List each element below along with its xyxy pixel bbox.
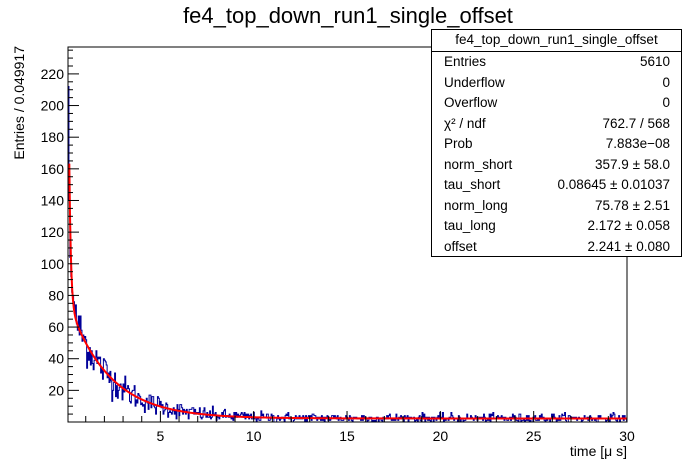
x-tick-label: 20 — [433, 428, 449, 444]
stats-row-chi2: χ² / ndf 762.7 / 568 — [432, 114, 681, 135]
y-tick-label: 140 — [41, 192, 65, 208]
y-axis-label: Entries / 0.049917 — [11, 46, 27, 160]
stats-row-tau-long: tau_long 2.172 ± 0.058 — [432, 216, 681, 237]
stats-row-tau-short: tau_short 0.08645 ± 0.01037 — [432, 175, 681, 196]
stats-key: norm_long — [444, 197, 508, 213]
y-tick-label: 60 — [48, 319, 64, 335]
stats-value: 5610 — [639, 54, 670, 69]
y-tick-label: 200 — [41, 98, 65, 114]
stats-value: 0 — [662, 95, 670, 110]
stats-key: Prob — [444, 136, 473, 151]
stats-key: tau_short — [444, 177, 501, 192]
stats-value: 7.883e−08 — [605, 136, 670, 151]
stats-row-overflow: Overflow 0 — [432, 93, 681, 114]
y-tick-label: 180 — [41, 129, 65, 145]
x-tick-label: 30 — [619, 428, 635, 444]
stats-value: 357.9 ± 58.0 — [595, 156, 670, 172]
x-tick-label: 5 — [156, 428, 164, 444]
x-axis-label: time [μ s] — [570, 443, 627, 459]
stats-row-underflow: Underflow 0 — [432, 73, 681, 94]
stats-key: Overflow — [444, 95, 498, 110]
stats-row-entries: Entries 5610 — [432, 52, 681, 73]
stats-key: Underflow — [444, 74, 505, 90]
stats-key: offset — [444, 238, 477, 254]
x-tick-label: 25 — [526, 428, 542, 444]
stats-value: 762.7 / 568 — [602, 115, 670, 131]
stats-key: χ² / ndf — [444, 115, 486, 131]
x-tick-label: 15 — [339, 428, 355, 444]
stats-box-title: fe4_top_down_run1_single_offset — [432, 30, 681, 52]
stats-value: 2.172 ± 0.058 — [587, 218, 670, 233]
y-tick-label: 80 — [48, 287, 64, 303]
chart-title: fe4_top_down_run1_single_offset — [183, 3, 513, 28]
stats-box: fe4_top_down_run1_single_offset Entries … — [431, 29, 682, 257]
y-tick-label: 20 — [48, 382, 64, 398]
stats-row-norm-short: norm_short 357.9 ± 58.0 — [432, 155, 681, 176]
stats-value: 0 — [662, 74, 670, 90]
stats-value: 75.78 ± 2.51 — [595, 197, 670, 213]
y-tick-label: 160 — [41, 161, 65, 177]
y-tick-label: 100 — [41, 256, 65, 272]
x-tick-label: 10 — [246, 428, 262, 444]
stats-key: Entries — [444, 54, 487, 69]
stats-key: tau_long — [444, 218, 496, 233]
stats-row-norm-long: norm_long 75.78 ± 2.51 — [432, 196, 681, 217]
stats-row-prob: Prob 7.883e−08 — [432, 134, 681, 155]
stats-key: norm_short — [444, 156, 513, 172]
stats-value: 0.08645 ± 0.01037 — [557, 177, 670, 192]
y-tick-label: 220 — [41, 66, 65, 82]
y-tick-label: 120 — [41, 224, 65, 240]
y-tick-label: 40 — [48, 351, 64, 367]
stats-row-offset: offset 2.241 ± 0.080 — [432, 237, 681, 258]
stats-value: 2.241 ± 0.080 — [587, 238, 670, 254]
